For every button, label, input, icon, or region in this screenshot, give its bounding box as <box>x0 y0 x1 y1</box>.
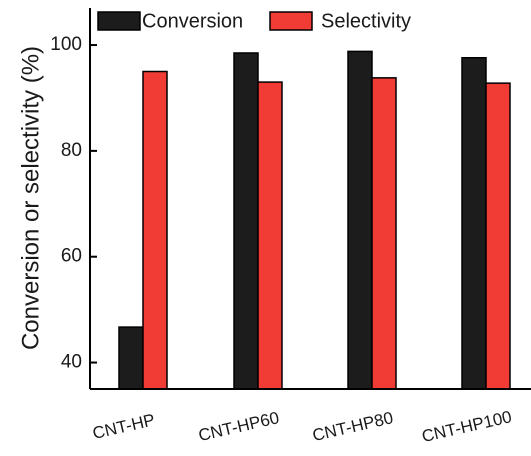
x-tick-label: CNT-HP <box>91 410 157 443</box>
y-tick-label: 60 <box>61 246 82 267</box>
axes <box>89 8 531 390</box>
bar-conversion-cnt-hp80 <box>347 50 373 390</box>
legend-label-conversion: Conversion <box>142 10 243 32</box>
y-tick-label: 80 <box>61 140 82 161</box>
y-ticks: 40 60 80 100 <box>50 34 97 373</box>
bar-selectivity-cnt-hp100 <box>485 82 511 390</box>
y-axis-title: Conversion or selectivity (%) <box>17 46 44 350</box>
y-tick-label: 40 <box>61 352 82 373</box>
bar-conversion-cnt-hp60 <box>233 52 259 390</box>
bar-selectivity-cnt-hp <box>142 70 168 390</box>
legend-label-selectivity: Selectivity <box>321 10 411 32</box>
x-tick-label: CNT-HP60 <box>197 408 281 445</box>
bar-conversion-cnt-hp <box>118 326 144 390</box>
bar-selectivity-cnt-hp80 <box>371 77 397 390</box>
x-tick-label: CNT-HP100 <box>420 407 514 446</box>
bars <box>118 50 511 390</box>
legend-swatch-conversion <box>97 11 141 31</box>
bar-selectivity-cnt-hp60 <box>257 81 283 390</box>
x-tick-labels: CNT-HP CNT-HP60 CNT-HP80 CNT-HP100 <box>91 407 514 446</box>
legend-swatch-selectivity <box>269 11 313 31</box>
y-tick-label: 100 <box>50 34 82 55</box>
bar-conversion-cnt-hp100 <box>461 56 487 390</box>
x-tick-label: CNT-HP80 <box>311 408 395 445</box>
legend: Conversion Selectivity <box>97 10 411 32</box>
